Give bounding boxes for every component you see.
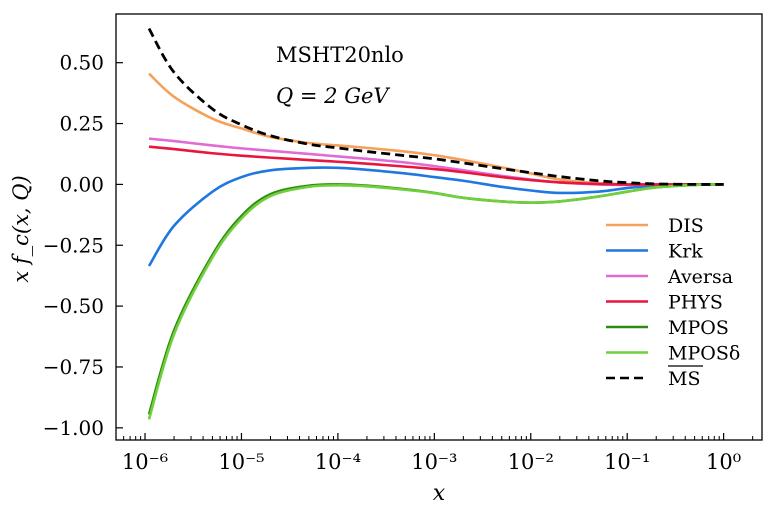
series-line-ms-bar: [147, 27, 724, 186]
y-tick-label: 0.25: [59, 112, 104, 136]
y-tick-label: 0.00: [59, 172, 104, 196]
x-tick-label: 10⁰: [706, 450, 741, 474]
y-tick-label: −0.25: [43, 233, 104, 257]
plot-frame: [115, 13, 763, 441]
legend-label: MS: [668, 368, 700, 390]
y-axis-label: x f_c(x, Q): [9, 175, 33, 282]
x-tick-label: 10⁻⁵: [218, 450, 264, 474]
x-tick-label: 10⁻³: [411, 450, 457, 474]
x-tick-label: 10⁻²: [508, 450, 554, 474]
y-tick-label: 0.50: [59, 51, 104, 75]
legend-label: DIS: [668, 215, 704, 237]
annotation-pdf-set: MSHT20nlo: [276, 43, 404, 67]
y-tick-label: −1.00: [43, 416, 104, 440]
legend: DIS Krk Aversa PHYS MPOS MPOSδ MS: [606, 215, 740, 390]
series-line-dis: [148, 72, 724, 186]
legend-label: MPOS: [668, 317, 729, 339]
legend-label: Krk: [668, 241, 703, 263]
annotation-scale: Q = 2 GeV: [276, 84, 390, 108]
x-tick-label: 10⁻⁶: [122, 450, 168, 474]
series-line-mpos: [147, 183, 724, 415]
series-line-phys: [148, 145, 724, 186]
y-tick-label: −0.50: [43, 294, 104, 318]
y-axis: −1.00 −0.75 −0.50 −0.25 0.00 0.25 0.50: [43, 51, 123, 440]
x-axis: 10⁻⁶ 10⁻⁵ 10⁻⁴ 10⁻³ 10⁻² 10⁻¹ 10⁰: [115, 433, 754, 474]
legend-label: Aversa: [667, 266, 733, 288]
x-axis-label: x: [433, 481, 446, 506]
series-line-mpos-: [147, 183, 724, 420]
plot-area: [147, 27, 724, 420]
x-tick-label: 10⁻⁴: [315, 450, 361, 474]
series-line-krk: [147, 166, 724, 267]
y-tick-label: −0.75: [43, 355, 104, 379]
legend-label: PHYS: [668, 292, 723, 314]
legend-label: MPOSδ: [668, 343, 740, 365]
x-tick-label: 10⁻¹: [604, 450, 650, 474]
